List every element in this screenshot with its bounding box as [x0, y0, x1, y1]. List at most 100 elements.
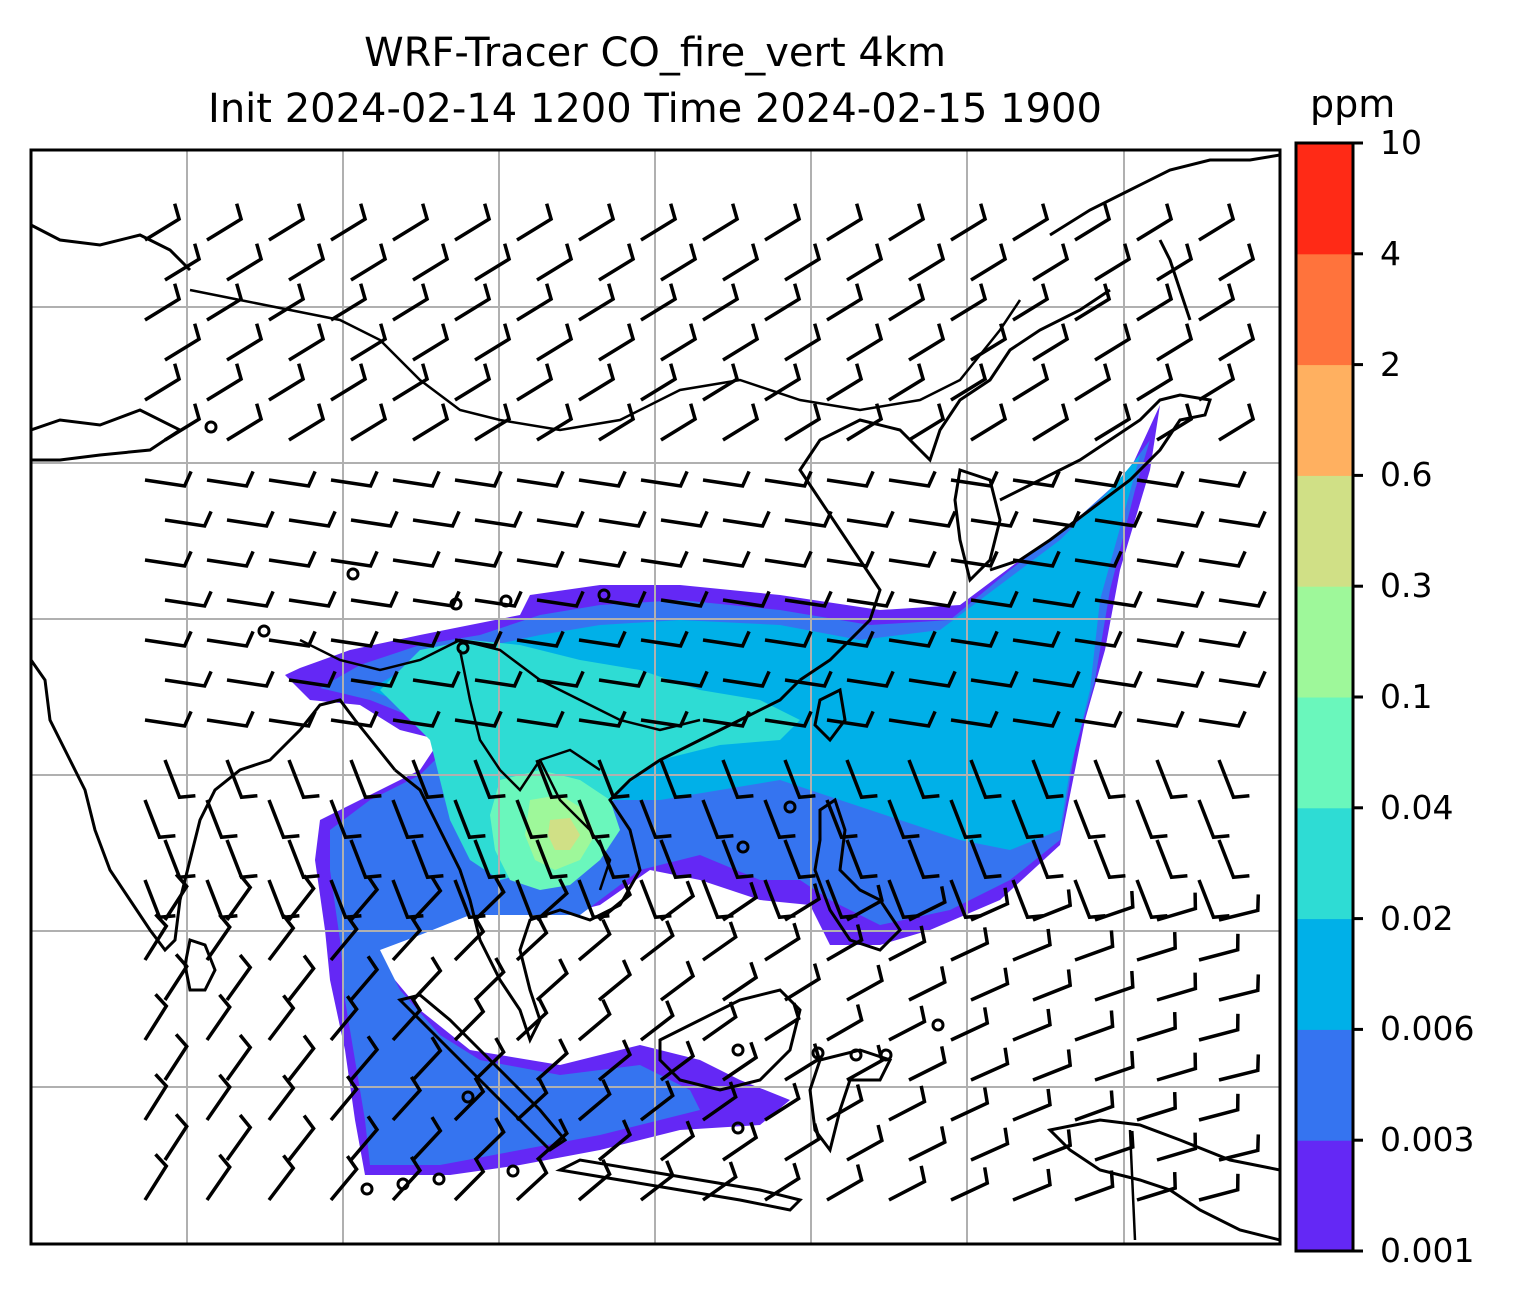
wind-barb [143, 1073, 169, 1121]
coast-new-guinea [1046, 1118, 1280, 1242]
wind-barb [578, 283, 616, 322]
wind-barb [350, 403, 388, 442]
coast-indochina [394, 678, 802, 1044]
wind-barb [907, 759, 940, 800]
wind-barb [826, 470, 875, 488]
wind-barb [597, 959, 633, 1002]
wind-barb [721, 759, 754, 800]
calm-marker [506, 1164, 520, 1178]
wind-barb [783, 839, 816, 880]
wind-barb [1218, 1134, 1261, 1162]
wind-barb [535, 878, 569, 922]
coast-top-left [31, 223, 192, 272]
wind-barb [474, 403, 512, 442]
wind-barb [226, 323, 264, 362]
calm-marker [346, 567, 360, 581]
wind-barb [1155, 759, 1188, 800]
calm-marker [432, 1172, 446, 1186]
wind-barb [969, 839, 1002, 880]
wind-barb [225, 839, 258, 880]
wind-barb [1198, 363, 1236, 402]
colorbar-segment [1296, 586, 1353, 698]
wind-barb [330, 363, 368, 402]
wind-barb [392, 710, 441, 728]
wind-barb [721, 839, 754, 880]
coast-kamchatka-area [1158, 239, 1192, 321]
wind-barb [784, 670, 833, 688]
wind-barb [474, 670, 523, 688]
wind-barb [226, 510, 275, 528]
wind-barb [288, 323, 326, 362]
wind-barb [1198, 1093, 1240, 1122]
wind-barb [784, 323, 822, 362]
wind-barb [970, 590, 1019, 608]
wind-barb [702, 710, 751, 728]
wind-barb [329, 1155, 359, 1202]
wind-barb [846, 590, 895, 608]
wind-barb [950, 1087, 990, 1122]
calm-marker [931, 1018, 945, 1032]
wind-barb [329, 915, 359, 962]
wind-barb [1012, 630, 1061, 648]
wind-barb [288, 243, 326, 282]
wind-barb [639, 920, 675, 962]
colorbar-segment [1296, 143, 1353, 255]
wind-barb [702, 283, 740, 322]
wind-barb [660, 590, 709, 608]
wind-barb [349, 1035, 380, 1082]
wind-barb [1198, 283, 1236, 322]
wind-barb [1136, 283, 1174, 322]
wind-barb [392, 630, 441, 648]
wind-barb [536, 510, 585, 528]
wind-barb [1073, 799, 1106, 840]
wind-barb [349, 955, 380, 1002]
wind-barb [578, 203, 616, 242]
wind-barb [722, 323, 760, 362]
wind-barb [1156, 323, 1194, 362]
wind-barb [660, 403, 698, 442]
calm-marker [396, 1177, 410, 1191]
wind-barb [1136, 363, 1174, 402]
wind-barb [908, 670, 957, 688]
wind-barb [454, 203, 492, 242]
wind-barb [908, 510, 957, 528]
wind-barb [764, 922, 801, 962]
wind-barb [950, 630, 999, 648]
wind-barb [225, 1113, 253, 1162]
wind-barb [888, 1085, 927, 1122]
wind-barb [722, 243, 760, 282]
calm-marker [731, 1043, 745, 1057]
wind-barb [598, 510, 647, 528]
wind-barb [1012, 550, 1061, 568]
wind-barb [349, 839, 382, 880]
wind-barb [1218, 590, 1267, 608]
wind-barb [474, 323, 512, 362]
wind-barb [577, 1158, 612, 1202]
plume-layer-03 [548, 818, 580, 850]
wind-barb [350, 243, 388, 282]
wind-barb [1218, 243, 1256, 282]
wind-barb [1074, 1090, 1115, 1122]
wind-barb [1156, 403, 1194, 442]
chart-title-line-1: WRF-Tracer CO_fire_vert 4km [364, 30, 946, 76]
coast-sulawesi [808, 1048, 893, 1154]
coast-borneo [658, 988, 802, 1092]
colorbar-tick-label: 0.3 [1380, 566, 1433, 606]
wind-barb [659, 759, 692, 800]
wind-barb [722, 670, 771, 688]
wind-barb [970, 1127, 1010, 1162]
wind-barb [1136, 203, 1174, 242]
wind-barb [639, 1160, 675, 1202]
wind-barb [516, 283, 554, 322]
wind-barb [206, 363, 244, 402]
wind-barb [639, 799, 672, 840]
wind-barb [268, 550, 317, 568]
colorbar-tick-label: 0.1 [1380, 677, 1433, 716]
wind-barb [701, 1001, 738, 1042]
wind-barb [453, 799, 486, 840]
wind-barb [970, 323, 1008, 362]
wind-barb [473, 1037, 506, 1082]
calm-marker [461, 1090, 475, 1104]
plume-layer-002 [380, 640, 800, 880]
